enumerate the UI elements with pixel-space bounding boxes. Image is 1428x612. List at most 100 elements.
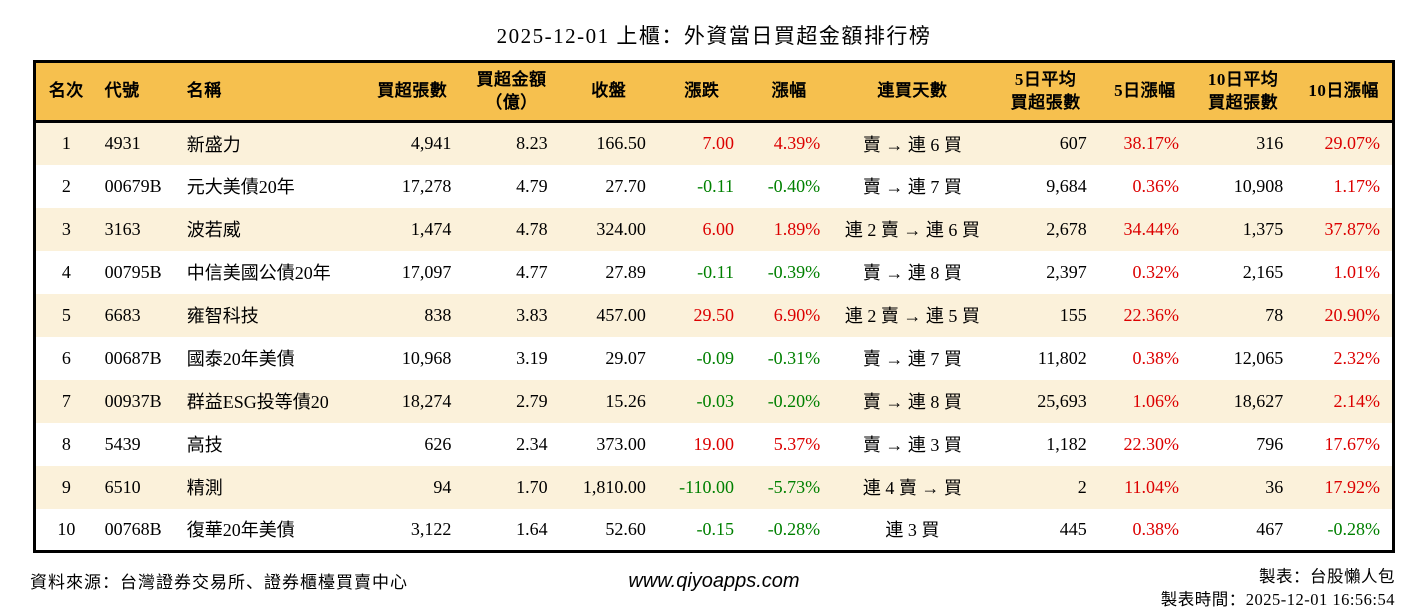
net-amount-cell: 2.34 xyxy=(516,433,548,454)
change-cell: -0.03 xyxy=(696,390,735,411)
table-timestamp: 製表時間：2025-12-01 16:56:54 xyxy=(1160,590,1395,610)
name-cell: 精測 xyxy=(186,478,223,498)
rank-cell: 1 xyxy=(61,133,71,154)
avg5-volume-cell: 25,693 xyxy=(1037,390,1087,411)
rank-cell: 9 xyxy=(61,476,71,497)
rank-cell: 10 xyxy=(57,518,76,539)
column-header-close: 收盤 xyxy=(559,61,658,123)
code-cell: 00687B xyxy=(104,347,162,368)
avg5-volume-cell: 2,678 xyxy=(1046,218,1087,239)
rank-cell: 5 xyxy=(61,304,71,325)
code-cell: 00679B xyxy=(104,175,162,196)
close-cell: 1,810.00 xyxy=(582,476,646,497)
avg5-volume-cell: 2,397 xyxy=(1046,261,1087,282)
change-cell: 19.00 xyxy=(693,433,735,454)
change-cell: 6.00 xyxy=(702,218,735,239)
buy-streak-cell: 賣 → 連 3 買 xyxy=(862,435,962,455)
buy-streak-cell: 連 2 賣 → 連 6 買 xyxy=(844,220,980,240)
column-header-buy-streak: 連買天數 xyxy=(832,61,993,123)
buy-streak-cell: 連 3 買 xyxy=(885,520,940,541)
column-header-avg10-volume: 10日平均 買超張數 xyxy=(1190,61,1296,123)
avg10-volume-cell: 316 xyxy=(1256,133,1284,154)
code-cell: 3163 xyxy=(104,218,141,239)
close-cell: 52.60 xyxy=(605,518,646,539)
avg10-volume-cell: 12,065 xyxy=(1233,347,1284,368)
pct10-cell: 37.87% xyxy=(1324,218,1381,239)
rank-cell: 2 xyxy=(61,175,71,196)
column-header-net-amount: 買超金額 （億） xyxy=(463,61,560,123)
avg10-volume-cell: 467 xyxy=(1256,518,1284,539)
net-amount-cell: 4.78 xyxy=(516,218,548,239)
close-cell: 27.89 xyxy=(605,261,646,282)
rank-cell: 3 xyxy=(61,218,71,239)
change-pct-cell: -0.28% xyxy=(767,518,821,539)
close-cell: 457.00 xyxy=(596,304,646,325)
data-source-note: 資料來源：台灣證券交易所、證券櫃檯買賣中心 xyxy=(30,573,408,592)
name-cell: 高技 xyxy=(186,435,223,455)
avg5-volume-cell: 445 xyxy=(1059,518,1087,539)
pct10-cell: 20.90% xyxy=(1324,304,1381,325)
code-cell: 6510 xyxy=(104,476,141,497)
change-pct-cell: -0.20% xyxy=(767,390,821,411)
buy-streak-cell: 賣 → 連 7 買 xyxy=(862,177,962,197)
pct5-cell: 0.38% xyxy=(1132,518,1179,539)
close-cell: 15.26 xyxy=(605,390,646,411)
table-body: 1 4931 新盛力 4,941 8.23 166.50 7.00 4.39% … xyxy=(34,121,1394,552)
net-amount-cell: 3.83 xyxy=(516,304,548,325)
rank-cell: 6 xyxy=(61,347,71,368)
rank-cell: 7 xyxy=(61,390,71,411)
code-cell: 00937B xyxy=(104,390,162,411)
buy-streak-cell: 連 4 賣 → 買 xyxy=(862,478,962,498)
column-header-pct5: 5日漲幅 xyxy=(1098,61,1191,123)
close-cell: 29.07 xyxy=(605,347,646,368)
name-cell: 國泰20年美債 xyxy=(186,349,295,369)
net-amount-cell: 4.77 xyxy=(516,261,548,282)
column-header-rank: 名次 xyxy=(34,61,97,123)
name-cell: 中信美國公債20年 xyxy=(186,263,331,283)
change-pct-cell: 6.90% xyxy=(773,304,821,325)
change-cell: -0.09 xyxy=(696,347,735,368)
code-cell: 00795B xyxy=(104,261,162,282)
pct10-cell: 17.67% xyxy=(1324,433,1381,454)
buy-streak-cell: 賣 → 連 8 買 xyxy=(862,392,962,412)
net-volume-cell: 17,097 xyxy=(401,261,452,282)
table-row: 6 00687B 國泰20年美債 10,968 3.19 29.07 -0.09… xyxy=(34,336,1394,380)
close-cell: 324.00 xyxy=(596,218,646,239)
pct10-cell: 2.14% xyxy=(1333,390,1381,411)
table-author: 製表：台股懶人包 xyxy=(1259,567,1395,586)
avg5-volume-cell: 1,182 xyxy=(1046,433,1087,454)
table-row: 3 3163 波若威 1,474 4.78 324.00 6.00 1.89% … xyxy=(34,207,1394,251)
avg10-volume-cell: 18,627 xyxy=(1233,390,1284,411)
pct5-cell: 0.32% xyxy=(1132,261,1179,282)
table-row: 4 00795B 中信美國公債20年 17,097 4.77 27.89 -0.… xyxy=(34,250,1394,294)
net-volume-cell: 838 xyxy=(424,304,452,325)
net-amount-cell: 8.23 xyxy=(516,133,548,154)
avg5-volume-cell: 9,684 xyxy=(1046,175,1087,196)
net-volume-cell: 18,274 xyxy=(401,390,452,411)
net-volume-cell: 4,941 xyxy=(410,133,452,154)
change-cell: 29.50 xyxy=(693,304,735,325)
change-pct-cell: -5.73% xyxy=(767,476,821,497)
change-cell: -0.15 xyxy=(696,518,735,539)
name-cell: 元大美債20年 xyxy=(186,177,295,197)
code-cell: 00768B xyxy=(104,518,162,539)
pct5-cell: 11.04% xyxy=(1124,476,1179,497)
pct5-cell: 1.06% xyxy=(1132,390,1179,411)
column-header-pct10: 10日漲幅 xyxy=(1295,61,1394,123)
footer: 資料來源：台灣證券交易所、證券櫃檯買賣中心 www.qiyoapps.com 製… xyxy=(0,565,1428,612)
pct5-cell: 22.30% xyxy=(1123,433,1179,454)
avg5-volume-cell: 2 xyxy=(1077,476,1087,497)
pct5-cell: 0.36% xyxy=(1132,175,1179,196)
table-row: 10 00768B 復華20年美債 3,122 1.64 52.60 -0.15… xyxy=(34,508,1394,552)
net-amount-cell: 3.19 xyxy=(516,347,548,368)
name-cell: 波若威 xyxy=(186,220,241,240)
table-row: 7 00937B 群益ESG投等債20 18,274 2.79 15.26 -0… xyxy=(34,379,1394,423)
change-cell: 7.00 xyxy=(702,133,735,154)
pct10-cell: -0.28% xyxy=(1327,518,1381,539)
buy-streak-cell: 連 2 賣 → 連 5 買 xyxy=(844,306,980,326)
net-volume-cell: 626 xyxy=(424,433,452,454)
net-amount-cell: 1.64 xyxy=(516,518,548,539)
avg10-volume-cell: 36 xyxy=(1265,476,1284,497)
column-header-change-pct: 漲幅 xyxy=(746,61,833,123)
